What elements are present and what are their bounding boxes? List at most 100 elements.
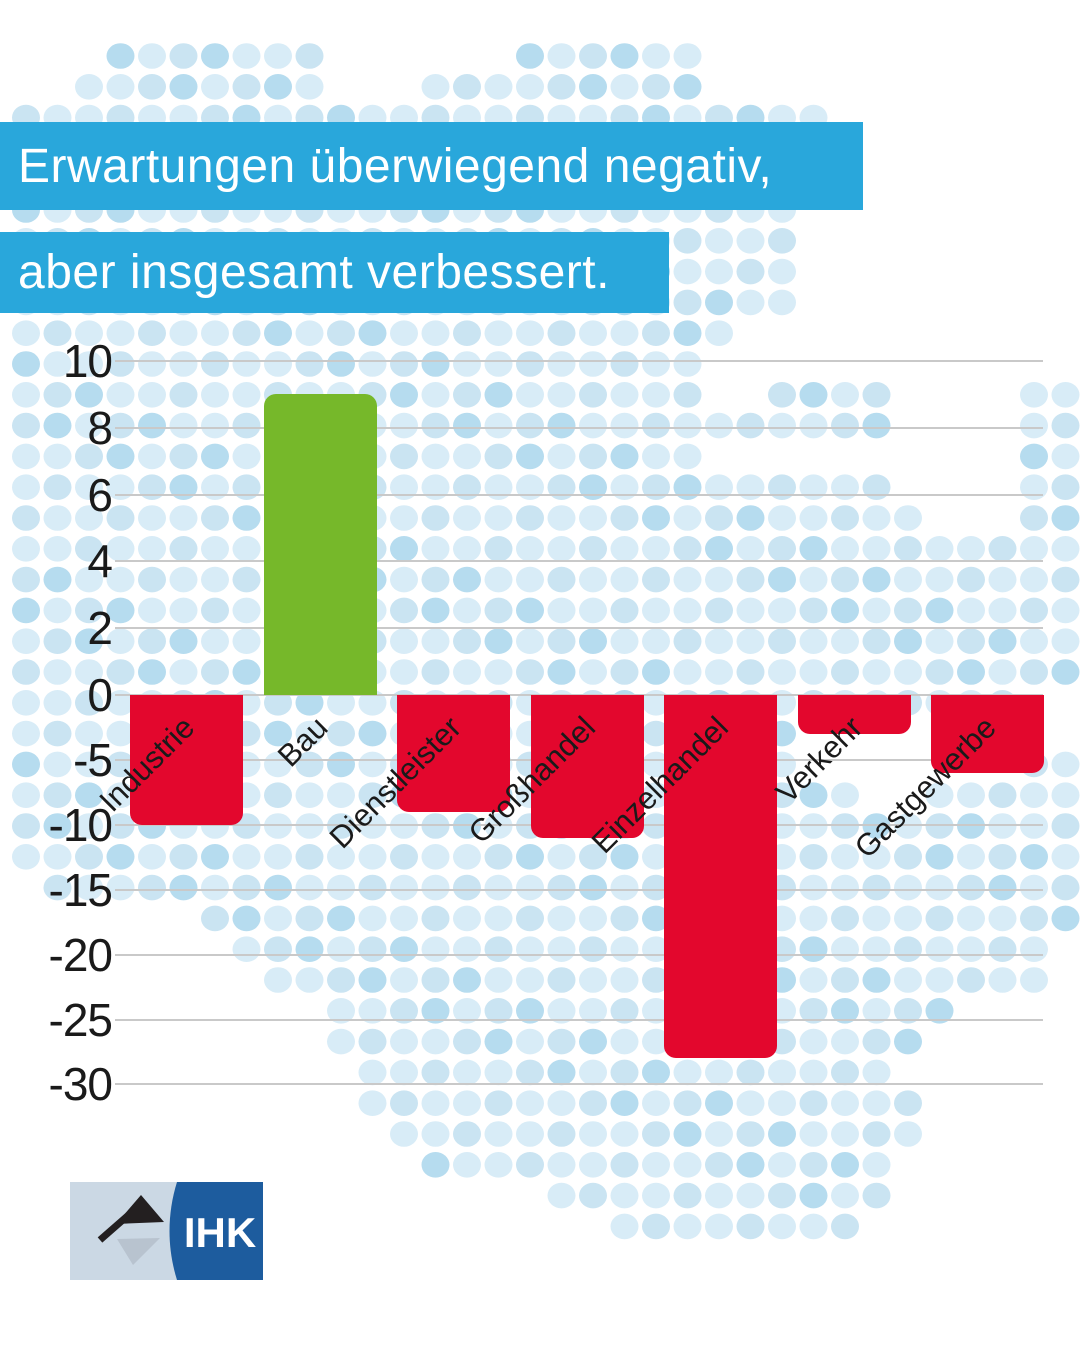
map-dot — [831, 412, 859, 439]
map-dot — [894, 874, 922, 901]
map-dot — [610, 967, 639, 993]
map-dot — [75, 751, 103, 778]
gridline--30 — [115, 1083, 1043, 1086]
map-dot — [232, 382, 261, 408]
map-dot — [705, 1121, 733, 1147]
map-dot — [138, 74, 166, 100]
gridline--15 — [115, 888, 1043, 891]
map-dot — [484, 1028, 513, 1055]
map-dot — [925, 597, 954, 624]
map-dot — [138, 874, 166, 901]
map-dot — [1020, 566, 1048, 593]
map-dot — [925, 566, 954, 593]
map-dot — [453, 474, 481, 501]
map-dot — [75, 412, 103, 439]
map-dot — [295, 844, 324, 870]
map-dot — [421, 597, 450, 624]
map-dot — [610, 382, 639, 408]
map-dot — [894, 936, 922, 962]
map-dot — [453, 844, 481, 870]
map-dot — [201, 628, 229, 654]
map-dot — [642, 720, 670, 747]
map-dot — [579, 1028, 607, 1055]
map-dot — [232, 320, 261, 347]
map-dot — [327, 751, 355, 778]
map-dot — [421, 936, 450, 962]
logo-text: IHK — [184, 1209, 256, 1256]
map-dot — [327, 874, 355, 901]
map-dot — [43, 690, 72, 716]
map-dot — [768, 505, 796, 531]
map-dot — [75, 597, 103, 624]
map-dot — [799, 505, 828, 531]
map-dot — [799, 474, 828, 501]
y-tick-label-8: 8 — [87, 401, 113, 454]
map-dot — [610, 566, 639, 593]
map-dot — [547, 659, 576, 685]
map-dot — [295, 320, 324, 347]
map-dot — [421, 412, 450, 439]
bar-dienstleister — [397, 695, 510, 812]
map-dot — [642, 412, 670, 439]
map-dot — [579, 443, 607, 470]
map-dot — [579, 1182, 607, 1209]
map-dot — [75, 659, 103, 685]
map-dot — [673, 1121, 702, 1147]
map-dot — [862, 659, 891, 685]
map-dot — [736, 1213, 765, 1240]
map-dot — [831, 1028, 859, 1055]
map-dot — [862, 1121, 891, 1147]
map-dot — [106, 43, 135, 69]
map-dot — [799, 1059, 828, 1086]
map-dot — [390, 505, 418, 531]
map-dot — [232, 412, 261, 439]
map-dot — [736, 474, 765, 501]
map-dot — [12, 536, 40, 562]
map-dot — [106, 536, 135, 562]
map-dot — [547, 905, 576, 932]
map-dot — [453, 1152, 481, 1178]
flag-shadow-icon — [117, 1238, 160, 1265]
map-dot — [673, 505, 702, 531]
map-dot — [327, 998, 355, 1024]
map-dot — [831, 782, 859, 808]
map-dot — [547, 998, 576, 1024]
map-dot — [831, 967, 859, 993]
map-dot — [925, 936, 954, 962]
map-dot — [453, 1121, 481, 1147]
map-dot — [547, 844, 576, 870]
map-dot — [358, 967, 387, 993]
map-dot — [610, 351, 639, 377]
map-dot — [642, 936, 670, 962]
map-dot — [579, 844, 607, 870]
map-dot — [610, 1213, 639, 1240]
map-dot — [390, 905, 418, 932]
map-dot — [358, 1059, 387, 1086]
map-dot — [327, 936, 355, 962]
map-dot — [799, 566, 828, 593]
map-dot — [453, 505, 481, 531]
map-dot — [799, 813, 828, 839]
map-dot — [642, 751, 670, 778]
map-dot — [894, 597, 922, 624]
map-dot — [642, 813, 670, 839]
map-dot — [484, 1090, 513, 1116]
map-dot — [768, 1121, 796, 1147]
map-dot — [579, 566, 607, 593]
map-dot — [484, 905, 513, 932]
map-dot — [799, 1152, 828, 1178]
map-dot — [358, 751, 387, 778]
map-dot — [516, 1121, 544, 1147]
map-dot — [516, 874, 544, 901]
map-dot — [106, 351, 135, 377]
map-dot — [358, 844, 387, 870]
map-dot — [988, 597, 1017, 624]
map-dot — [169, 320, 198, 347]
map-dot — [327, 720, 355, 747]
map-dot — [642, 566, 670, 593]
map-dot — [106, 628, 135, 654]
map-dot — [75, 382, 103, 408]
map-dot — [516, 659, 544, 685]
map-dot — [138, 505, 166, 531]
map-dot — [43, 874, 72, 901]
